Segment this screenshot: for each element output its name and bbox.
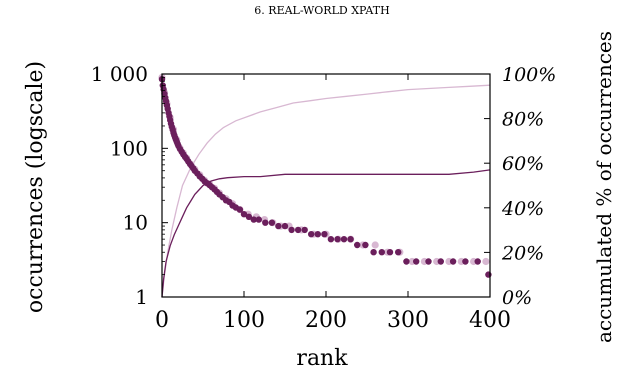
x-tick-label-3: 300	[387, 308, 429, 333]
dark-point-73	[425, 258, 432, 265]
y-left-tick-label-1: 10	[123, 211, 148, 235]
dark-point-50	[255, 216, 262, 223]
dark-point-67	[370, 249, 377, 256]
dark-point-69	[386, 249, 394, 256]
dark-point-76	[462, 258, 469, 265]
chart-title: 6. REAL-WORLD XPATH	[254, 4, 389, 17]
y-right-tick-label-1: 20%	[501, 242, 544, 264]
y-right-axis-ticks: 0% 20% 40% 60% 80% 100%	[484, 64, 556, 309]
dark-point-52	[268, 219, 276, 226]
y-right-tick-label-2: 40%	[501, 198, 544, 220]
x-axis-ticks: 0 100 200 300 400	[155, 74, 511, 333]
x-tick-label-0: 0	[155, 308, 169, 333]
dark-point-68	[378, 249, 385, 256]
dark-point-58	[308, 231, 315, 238]
y-axis-right-label: accumulated % of occurrences	[592, 31, 616, 343]
y-left-tick-label-2: 100	[110, 136, 148, 160]
y-axis-left-label: occurrences (logscale)	[23, 61, 48, 313]
dark-point-78	[485, 271, 492, 278]
dark-point-71	[403, 258, 410, 265]
y-left-tick-label-3: 1 000	[91, 62, 148, 86]
y-right-tick-label-4: 80%	[502, 109, 544, 131]
dark-point-61	[327, 236, 335, 243]
dark-point-60	[321, 231, 328, 238]
dark-point-74	[437, 258, 444, 265]
y-left-axis-ticks: 1 10 100 1 000	[91, 62, 168, 309]
x-tick-label-1: 100	[223, 308, 265, 333]
dark-point-66	[362, 241, 369, 249]
x-tick-label-2: 200	[305, 308, 347, 333]
dark-point-70	[395, 249, 402, 256]
dark-point-46	[236, 206, 244, 213]
dark-point-55	[288, 226, 295, 234]
light-point-31	[371, 241, 379, 249]
dark-point-48	[245, 213, 253, 220]
x-axis-label: rank	[296, 346, 348, 371]
dark-point-77	[474, 258, 481, 265]
dark-point-65	[354, 241, 361, 249]
x-tick-label-4: 400	[469, 308, 511, 333]
dark-point-59	[314, 231, 321, 238]
dark-point-51	[262, 219, 269, 226]
dark-point-75	[449, 258, 457, 265]
dark-point-54	[281, 222, 289, 230]
dark-point-63	[340, 236, 348, 243]
dark-point-64	[347, 236, 354, 243]
y-left-tick-label-0: 1	[135, 285, 148, 309]
dark-point-57	[301, 226, 308, 234]
y-right-tick-label-0: 0%	[502, 287, 532, 309]
dark-point-62	[334, 236, 341, 243]
y-right-tick-label-5: 100%	[502, 64, 556, 86]
dark-point-49	[250, 216, 257, 223]
dark-point-47	[240, 211, 248, 218]
dark-point-53	[275, 222, 282, 230]
dark-point-72	[413, 258, 420, 265]
cumulative-line-light	[161, 84, 491, 298]
light-point-40	[482, 257, 490, 266]
dark-point-56	[294, 226, 302, 234]
series-layer	[158, 73, 492, 298]
y-right-tick-label-3: 60%	[502, 153, 544, 175]
